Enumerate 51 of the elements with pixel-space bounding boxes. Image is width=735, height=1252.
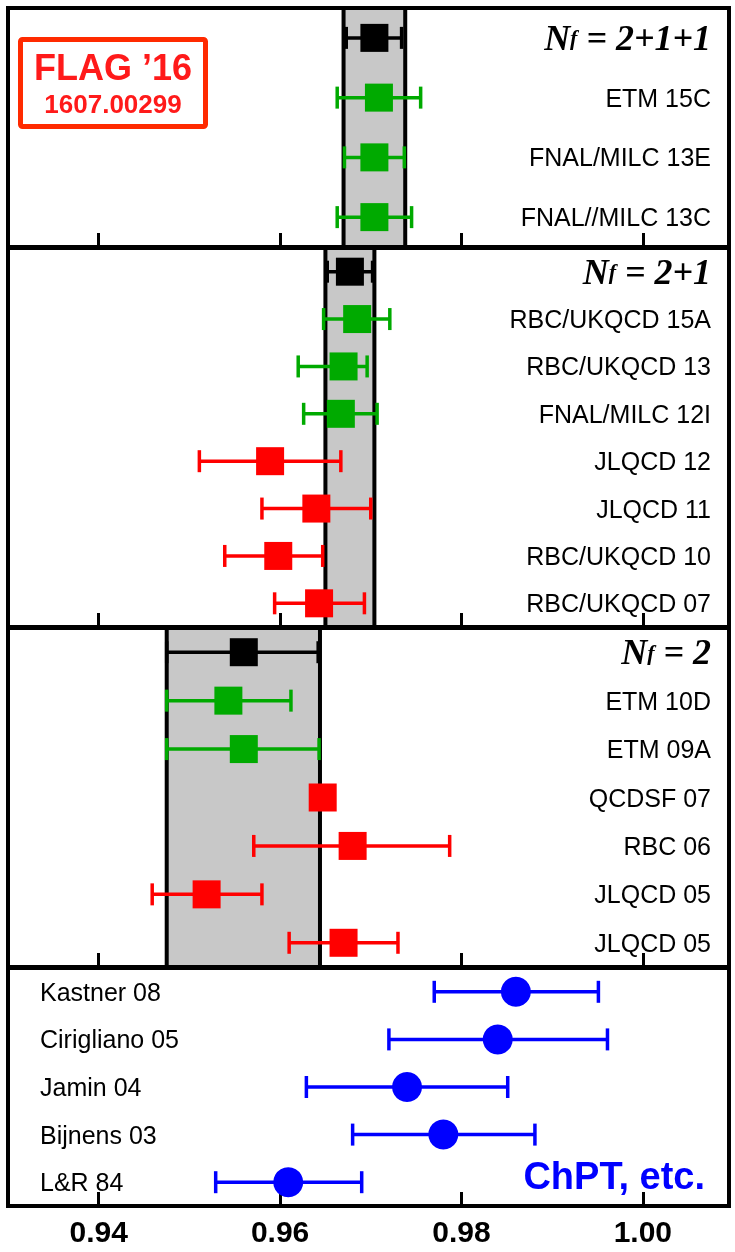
y-tick-label: RBC/UKQCD 15A: [509, 305, 712, 334]
point: [192, 880, 221, 909]
point: [500, 976, 531, 1007]
y-tick-label: FNAL//MILC 13C: [520, 203, 711, 232]
point: [329, 928, 358, 957]
x-tick-label: 0.94: [69, 1214, 129, 1248]
annotation: FLAG ’16: [34, 46, 193, 88]
y-tick-label: RBC 06: [623, 831, 711, 860]
y-tick-label: FNAL/MILC 13E: [528, 143, 711, 172]
point: [256, 447, 285, 476]
y-tick-label: JLQCD 05: [594, 928, 711, 957]
y-tick-label: Bijnens 03: [40, 1120, 157, 1149]
point: [264, 541, 293, 570]
annotation: ChPT, etc.: [523, 1155, 706, 1197]
point: [308, 783, 337, 812]
point: [392, 1072, 423, 1102]
y-tick-label: Nf = 2: [620, 632, 711, 673]
y-tick-label: Cirigliano 05: [40, 1025, 179, 1054]
point: [338, 831, 367, 860]
y-tick-label: JLQCD 12: [594, 447, 711, 476]
y-tick-label: JLQCD 11: [596, 494, 711, 523]
y-tick-label: ETM 09A: [606, 735, 712, 764]
point: [335, 257, 364, 286]
annotation: 1607.00299: [44, 89, 182, 119]
y-tick-label: FNAL/MILC 12I: [538, 399, 711, 428]
point: [302, 494, 331, 523]
y-tick-label: JLQCD 05: [594, 880, 711, 909]
point: [482, 1024, 513, 1055]
y-tick-label: L&R 84: [40, 1168, 124, 1197]
y-tick-label: Nf = 2+1+1: [543, 17, 712, 58]
x-tick-label: 0.96: [250, 1214, 310, 1248]
point: [326, 399, 355, 428]
y-tick-label: Nf = 2+1: [581, 251, 711, 292]
y-tick-label: ETM 15C: [605, 83, 711, 112]
point: [214, 686, 243, 715]
y-tick-label: ETM 10D: [605, 686, 711, 715]
point: [273, 1167, 304, 1198]
point: [229, 735, 258, 764]
y-tick-label: Jamin 04: [40, 1073, 142, 1101]
y-tick-label: RBC/UKQCD 10: [526, 541, 711, 570]
point: [229, 638, 258, 667]
x-tick-label: 1.00: [613, 1214, 673, 1248]
y-tick-label: RBC/UKQCD 13: [526, 352, 711, 381]
x-tick-label: 0.98: [432, 1214, 491, 1248]
y-tick-label: QCDSF 07: [588, 783, 711, 812]
y-tick-label: Kastner 08: [40, 977, 161, 1006]
point: [305, 589, 334, 618]
point: [343, 305, 372, 334]
point: [428, 1119, 459, 1150]
y-tick-label: RBC/UKQCD 07: [526, 589, 711, 618]
point: [329, 352, 358, 381]
